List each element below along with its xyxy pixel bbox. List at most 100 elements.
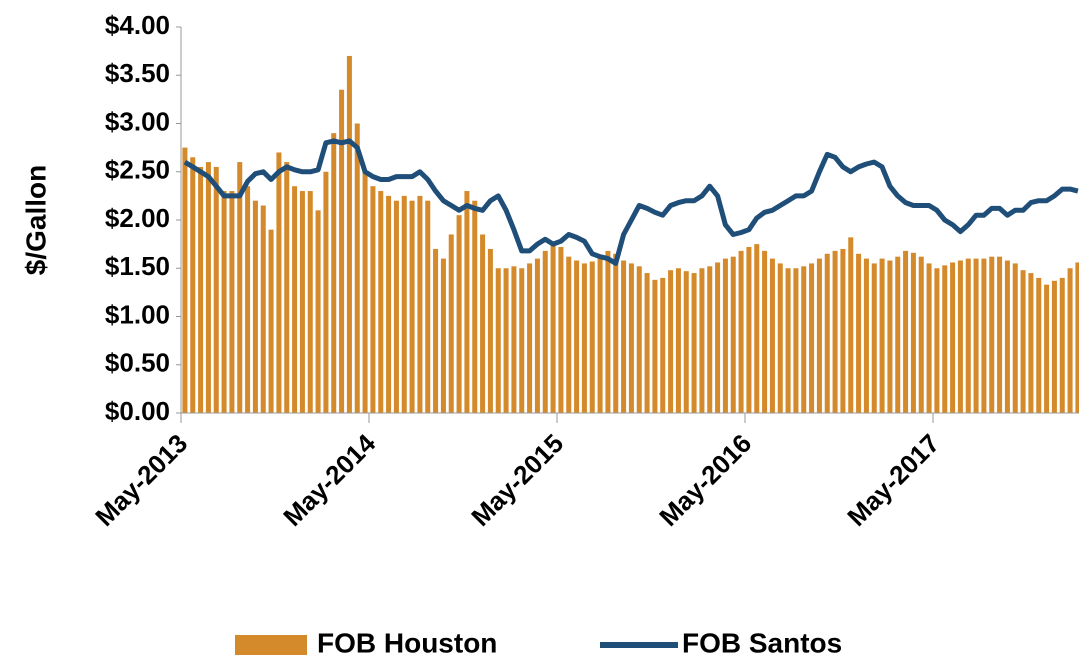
bar: [660, 277, 666, 413]
legend-swatch: [235, 635, 307, 655]
bar: [276, 152, 282, 413]
bar: [652, 279, 658, 413]
bar: [503, 268, 509, 413]
bar: [613, 253, 619, 413]
line: [183, 138, 1079, 266]
bar: [738, 250, 744, 413]
bar: [675, 268, 681, 413]
bar: [1012, 263, 1018, 413]
bar: [1075, 262, 1079, 413]
bar: [433, 248, 439, 413]
bar: [1004, 260, 1010, 413]
bar: [848, 237, 854, 413]
bar: [511, 266, 517, 413]
y-tick-label: $3.00: [105, 106, 170, 136]
bar: [456, 215, 462, 413]
bar: [910, 252, 916, 413]
bar: [636, 266, 642, 413]
bar: [605, 250, 611, 413]
bar: [448, 234, 454, 413]
bar: [472, 200, 478, 413]
x-tick-label: May-2015: [465, 428, 569, 532]
bar: [793, 268, 799, 413]
bar: [989, 256, 995, 413]
bar: [362, 171, 368, 413]
bar: [707, 266, 713, 413]
bar: [370, 186, 376, 413]
bar: [299, 191, 305, 413]
y-tick-label: $1.00: [105, 299, 170, 329]
bar: [722, 258, 728, 413]
bar: [409, 200, 415, 413]
legend-label: FOB Santos: [682, 627, 842, 658]
bar: [354, 123, 360, 413]
y-tick-label: $3.50: [105, 58, 170, 88]
bar: [856, 253, 862, 413]
bar: [879, 258, 885, 413]
bar: [260, 205, 266, 413]
y-tick-label: $4.00: [105, 10, 170, 40]
bar: [762, 250, 768, 413]
bar: [942, 265, 948, 413]
bar: [229, 191, 235, 413]
bar: [550, 244, 556, 413]
bar: [1059, 277, 1065, 413]
bar: [730, 256, 736, 413]
x-tick-label: May-2017: [841, 428, 945, 532]
bar: [777, 263, 783, 413]
bar: [378, 191, 384, 413]
bar: [997, 256, 1003, 413]
bar: [205, 162, 211, 413]
bar: [440, 258, 446, 413]
bar: [699, 268, 705, 413]
bar: [691, 273, 697, 413]
bar: [887, 260, 893, 413]
bar: [315, 210, 321, 413]
bar: [769, 258, 775, 413]
y-tick-label: $2.00: [105, 203, 170, 233]
bar: [934, 268, 940, 413]
bar: [268, 229, 274, 413]
bar: [386, 195, 392, 413]
bar: [801, 266, 807, 413]
y-tick-label: $1.50: [105, 251, 170, 281]
bar: [425, 200, 431, 413]
bar: [918, 256, 924, 413]
bar: [644, 273, 650, 413]
bar: [480, 234, 486, 413]
bar: [292, 186, 298, 413]
bar: [323, 171, 329, 413]
bar: [339, 89, 345, 413]
bar: [1028, 273, 1034, 413]
bar: [668, 270, 674, 413]
bar: [715, 262, 721, 413]
x-tick-label: May-2013: [89, 428, 193, 532]
bar: [393, 200, 399, 413]
bar: [527, 263, 533, 413]
y-tick-label: $0.50: [105, 348, 170, 378]
bar: [346, 55, 352, 413]
bar: [809, 263, 815, 413]
bar: [534, 258, 540, 413]
bar: [574, 260, 580, 413]
bar: [252, 200, 258, 413]
y-tick-label: $2.50: [105, 155, 170, 185]
bar: [495, 268, 501, 413]
bar: [417, 195, 423, 413]
bar: [1020, 270, 1026, 413]
bar: [628, 263, 634, 413]
bar: [746, 247, 752, 413]
y-tick-label: $0.00: [105, 396, 170, 426]
bar: [973, 258, 979, 413]
bar: [903, 250, 909, 413]
bar: [621, 260, 627, 413]
bar: [597, 256, 603, 413]
x-tick-label: May-2014: [277, 428, 381, 532]
bar: [213, 166, 219, 413]
bar: [950, 262, 956, 413]
bar: [284, 162, 290, 413]
bar: [401, 195, 407, 413]
legend-label: FOB Houston: [317, 627, 497, 658]
